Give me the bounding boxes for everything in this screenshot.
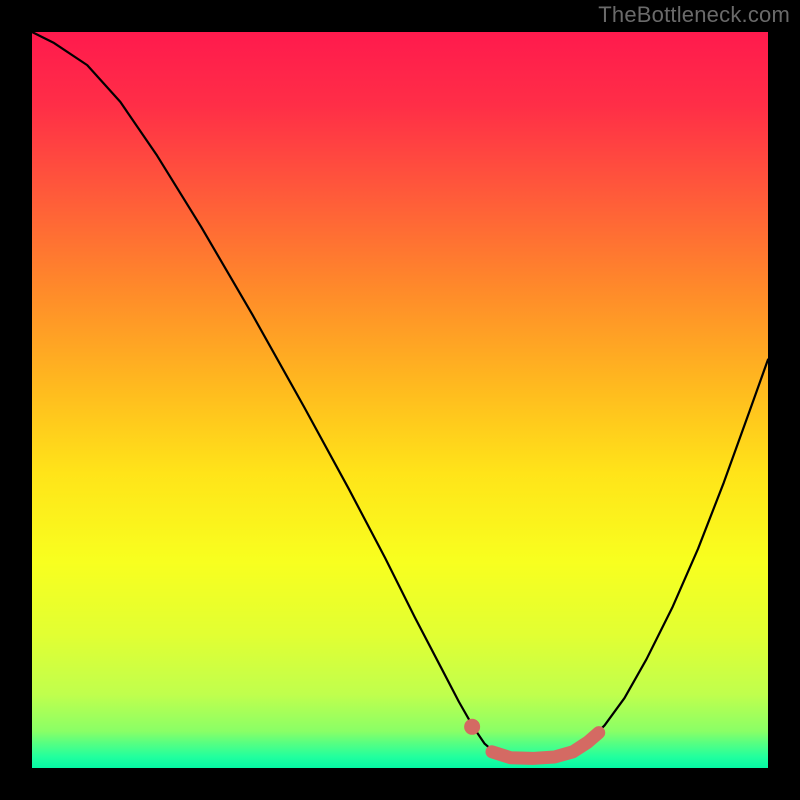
watermark-text: TheBottleneck.com bbox=[598, 2, 790, 28]
optimal-zone-dot bbox=[464, 719, 480, 735]
bottleneck-chart bbox=[0, 0, 800, 800]
plot-background bbox=[32, 32, 768, 768]
chart-frame: TheBottleneck.com bbox=[0, 0, 800, 800]
